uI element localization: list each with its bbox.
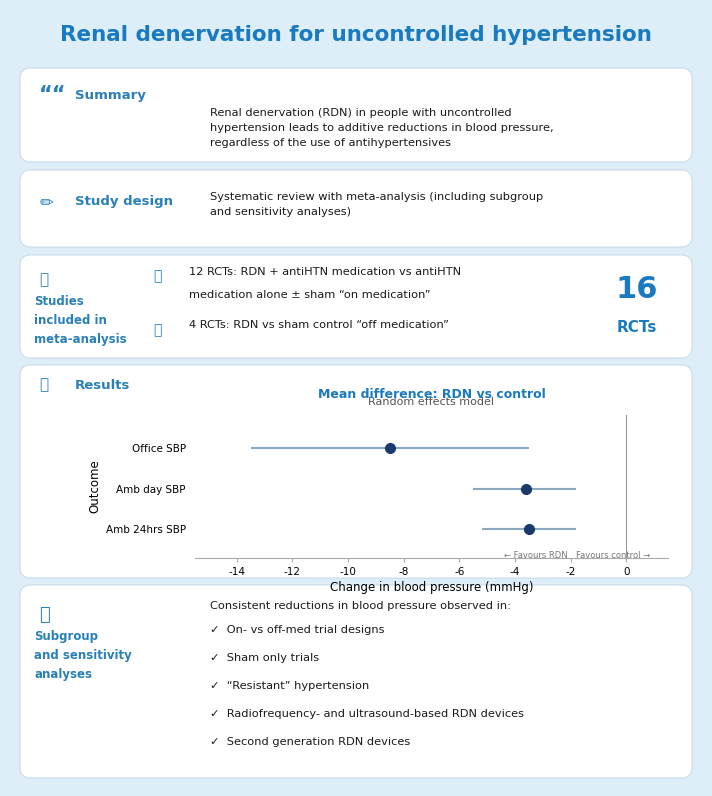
- Text: 💊: 💊: [153, 269, 162, 283]
- Text: ✓  Second generation RDN devices: ✓ Second generation RDN devices: [210, 737, 410, 747]
- Text: RCTs: RCTs: [617, 321, 657, 335]
- FancyBboxPatch shape: [20, 255, 692, 358]
- Text: Favours control →: Favours control →: [576, 552, 650, 560]
- Text: 💉: 💉: [153, 323, 162, 337]
- Text: ✓  On- vs off-med trial designs: ✓ On- vs off-med trial designs: [210, 625, 384, 635]
- Text: Summary: Summary: [75, 88, 146, 102]
- Text: medication alone ± sham “on medication”: medication alone ± sham “on medication”: [189, 290, 430, 300]
- Text: ✓  Sham only trials: ✓ Sham only trials: [210, 653, 319, 663]
- Text: Studies
included in
meta-analysis: Studies included in meta-analysis: [34, 295, 127, 346]
- Text: ““: ““: [39, 85, 67, 105]
- Text: 🚶: 🚶: [39, 606, 50, 624]
- Text: Subgroup
and sensitivity
analyses: Subgroup and sensitivity analyses: [34, 630, 132, 681]
- FancyBboxPatch shape: [20, 365, 692, 578]
- Text: ✓  Radiofrequency- and ultrasound-based RDN devices: ✓ Radiofrequency- and ultrasound-based R…: [210, 709, 524, 719]
- Text: Consistent reductions in blood pressure observed in:: Consistent reductions in blood pressure …: [210, 601, 511, 611]
- Text: 📂: 📂: [39, 272, 48, 287]
- FancyBboxPatch shape: [20, 68, 692, 162]
- Text: 📊: 📊: [39, 377, 48, 392]
- Text: Systematic review with meta-analysis (including subgroup
and sensitivity analyse: Systematic review with meta-analysis (in…: [210, 192, 543, 217]
- Text: 4 RCTs: RDN vs sham control “off medication”: 4 RCTs: RDN vs sham control “off medicat…: [189, 320, 449, 330]
- Text: Renal denervation for uncontrolled hypertension: Renal denervation for uncontrolled hyper…: [60, 25, 652, 45]
- X-axis label: Change in blood pressure (mmHg): Change in blood pressure (mmHg): [330, 581, 533, 594]
- Text: 16: 16: [616, 275, 659, 305]
- Text: 12 RCTs: RDN + antiHTN medication vs antiHTN: 12 RCTs: RDN + antiHTN medication vs ant…: [189, 267, 461, 277]
- Text: Results: Results: [75, 379, 130, 392]
- Text: ✏: ✏: [39, 193, 53, 211]
- Text: Study design: Study design: [75, 196, 173, 209]
- Text: Random effects model: Random effects model: [369, 397, 495, 407]
- Text: ✓  “Resistant” hypertension: ✓ “Resistant” hypertension: [210, 681, 370, 691]
- Text: Renal denervation (RDN) in people with uncontrolled
hypertension leads to additi: Renal denervation (RDN) in people with u…: [210, 108, 554, 147]
- Y-axis label: Outcome: Outcome: [89, 459, 102, 513]
- Title: Mean difference: RDN vs control: Mean difference: RDN vs control: [318, 388, 545, 401]
- Text: ← Favours RDN: ← Favours RDN: [504, 552, 568, 560]
- FancyBboxPatch shape: [20, 585, 692, 778]
- FancyBboxPatch shape: [20, 170, 692, 247]
